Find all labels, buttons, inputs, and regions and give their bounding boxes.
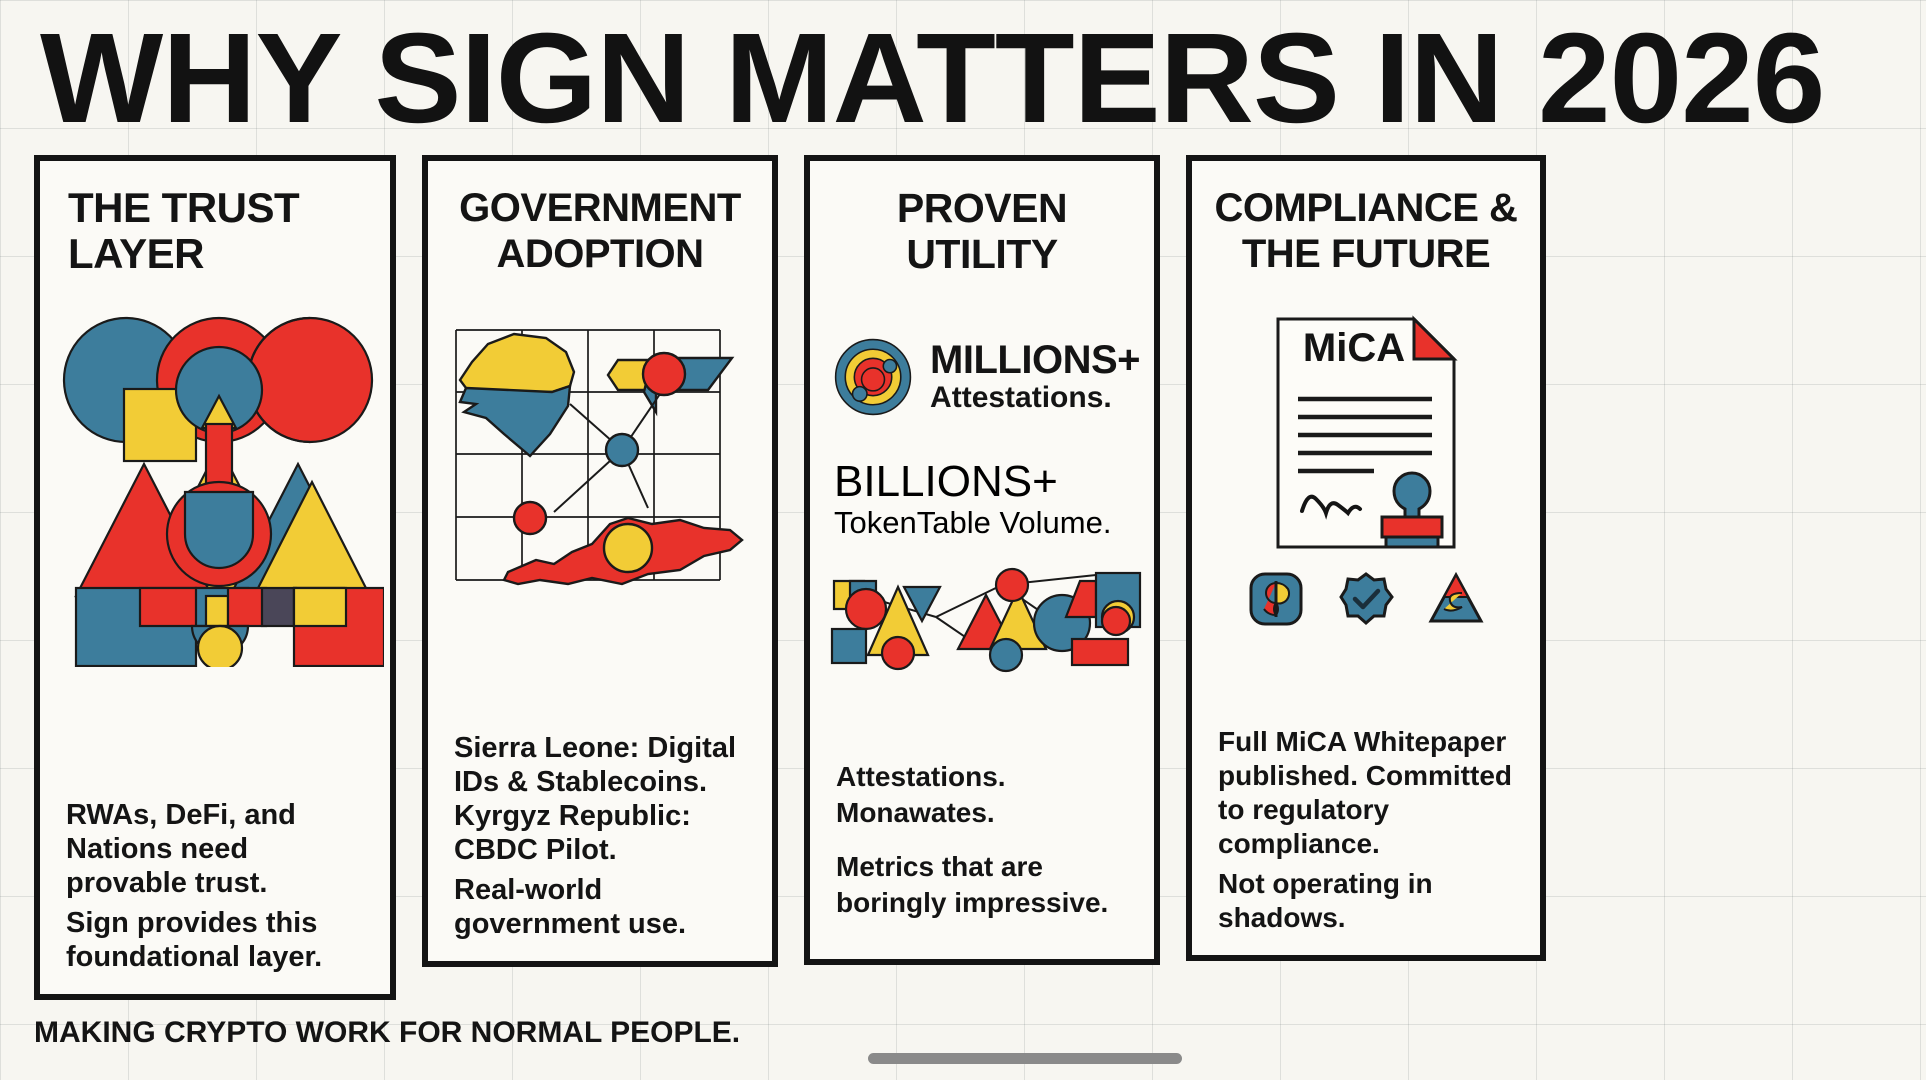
panel-compliance-future[interactable]: COMPLIANCE & THE FUTURE MiCA (1186, 155, 1546, 961)
panel-proven-utility[interactable]: PROVEN UTILITY MILLIO (804, 155, 1160, 965)
stat-label: Attestations. (930, 381, 1112, 414)
paragraph: Sierra Leone: Digital IDs & Stablecoins.… (454, 732, 737, 866)
proven-utility-stats: MILLIONS+ Attestations. BILLIONS+ TokenT… (824, 289, 1142, 759)
signature-squiggle-icon (1300, 494, 1362, 520)
triangle-s-badge-icon (1428, 571, 1484, 623)
paragraph: Not operating in shadows. (1218, 868, 1433, 933)
panel-title-proven-utility: PROVEN UTILITY (896, 185, 1068, 277)
sign-logo-badge-icon (1249, 572, 1303, 626)
mica-document-label: MiCA (1303, 326, 1405, 370)
verified-check-badge-icon (1339, 572, 1394, 625)
stat-millions: MILLIONS+ Attestations. (832, 309, 1140, 445)
compliance-illustration: MiCA (1206, 289, 1526, 725)
panel-title-government-adoption: GOVERNMENT ADOPTION (459, 186, 741, 276)
panel-title-trust-layer: THE TRUST LAYER (68, 184, 300, 277)
badge-row (1206, 571, 1526, 627)
stat-label: TokenTable Volume. (834, 505, 1112, 540)
scattered-shapes-network-illustration (830, 567, 1142, 673)
stat-value: BILLIONS+ (834, 457, 1058, 506)
stat-value: MILLIONS+ (930, 338, 1140, 382)
world-map-network-illustration (442, 289, 758, 731)
stat-billions: BILLIONS+ TokenTable Volume. (834, 459, 1140, 541)
paragraph: Full MiCA Whitepaper published. Committe… (1218, 726, 1512, 859)
horizontal-scrollbar[interactable] (868, 1053, 1182, 1064)
panel-body-compliance-future: Full MiCA Whitepaper published. Committe… (1206, 725, 1526, 941)
panel-government-adoption[interactable]: GOVERNMENT ADOPTION (422, 155, 778, 967)
page-title: WHY SIGN MATTERS IN 2026 (40, 7, 1825, 150)
panel-title-compliance-future: COMPLIANCE & THE FUTURE (1214, 186, 1518, 276)
panel-row: THE TRUST LAYER (34, 155, 1894, 1000)
rubber-stamp-icon (1380, 471, 1444, 549)
paragraph: Metrics that are boringly impressive. (836, 851, 1109, 918)
mica-document-icon: MiCA (1276, 315, 1458, 549)
paragraph: Real-world government use. (454, 874, 687, 940)
footer-tagline: MAKING CRYPTO WORK FOR NORMAL PEOPLE. (34, 1016, 741, 1049)
panel-body-trust-layer: RWAs, DeFi, and Nations need provable tr… (54, 798, 376, 980)
panel-trust-layer[interactable]: THE TRUST LAYER (34, 155, 396, 1000)
panel-body-proven-utility: Attestations. Monawates. Metrics that ar… (824, 759, 1140, 945)
paragraph: RWAs, DeFi, and Nations need provable tr… (66, 799, 296, 899)
concentric-target-icon (834, 338, 912, 416)
panel-body-government-adoption: Sierra Leone: Digital IDs & Stablecoins.… (442, 731, 758, 947)
paragraph: Attestations. Monawates. (836, 761, 1006, 828)
stat-millions-text: MILLIONS+ Attestations. (930, 339, 1140, 415)
bauhaus-geometric-composition-illustration (54, 289, 384, 798)
paragraph: Sign provides this foundational layer. (66, 907, 323, 973)
